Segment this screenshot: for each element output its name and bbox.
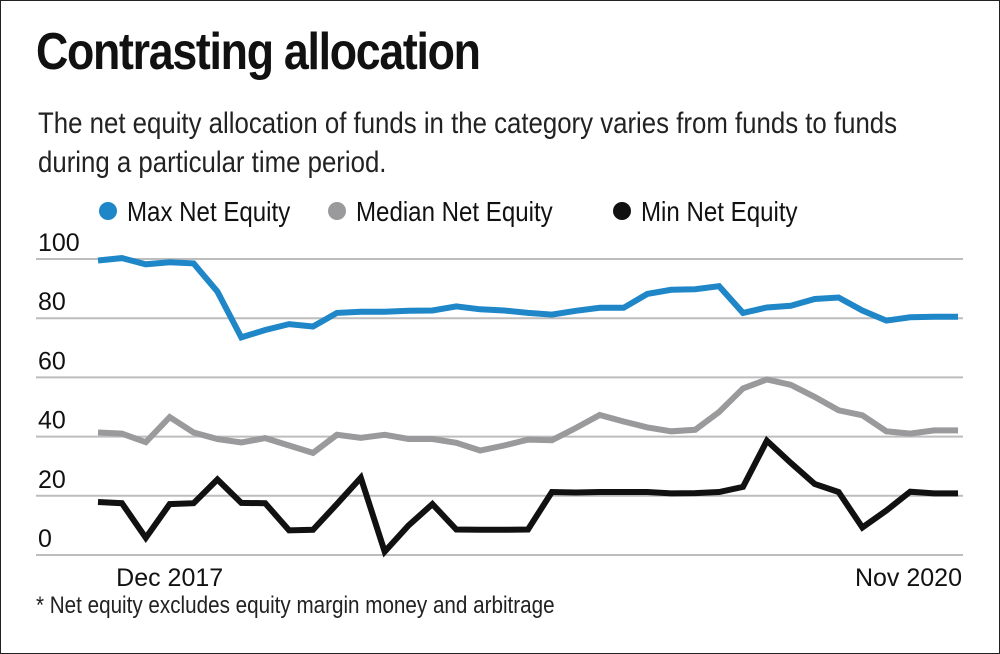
legend-label-1: Median Net Equity — [356, 195, 553, 227]
y-tick-label-60: 60 — [38, 347, 66, 375]
gridlines — [36, 258, 963, 556]
y-tick-label-20: 20 — [38, 466, 66, 494]
legend-marker-2 — [613, 202, 631, 220]
chart-footnote: * Net equity excludes equity margin mone… — [36, 592, 555, 619]
series-line-min-net-equity — [97, 435, 958, 558]
y-tick-label-40: 40 — [38, 407, 66, 435]
x-tick-label-0: Dec 2017 — [116, 564, 223, 592]
x-tick-label-1: Nov 2020 — [855, 564, 962, 592]
y-axis-labels: 0 20 40 60 80 100 — [38, 229, 80, 553]
chart-subtitle: The net equity allocation of funds in th… — [38, 107, 898, 179]
y-tick-label-80: 80 — [38, 288, 66, 316]
legend-label-2: Min Net Equity — [641, 195, 798, 227]
legend-marker-0 — [99, 202, 117, 220]
y-tick-label-0: 0 — [38, 525, 52, 553]
chart-title: Contrasting allocation — [36, 23, 481, 81]
series-line-median-net-equity — [97, 376, 958, 457]
y-tick-label-100: 100 — [38, 229, 80, 257]
series-line-max-net-equity — [97, 255, 958, 342]
series-lines — [97, 255, 958, 558]
legend-marker-1 — [328, 202, 346, 220]
legend-label-0: Max Net Equity — [127, 195, 290, 227]
x-axis-labels: Dec 2017 Nov 2020 — [116, 564, 962, 592]
legend: Max Net Equity Median Net Equity Min Net E… — [99, 195, 798, 227]
